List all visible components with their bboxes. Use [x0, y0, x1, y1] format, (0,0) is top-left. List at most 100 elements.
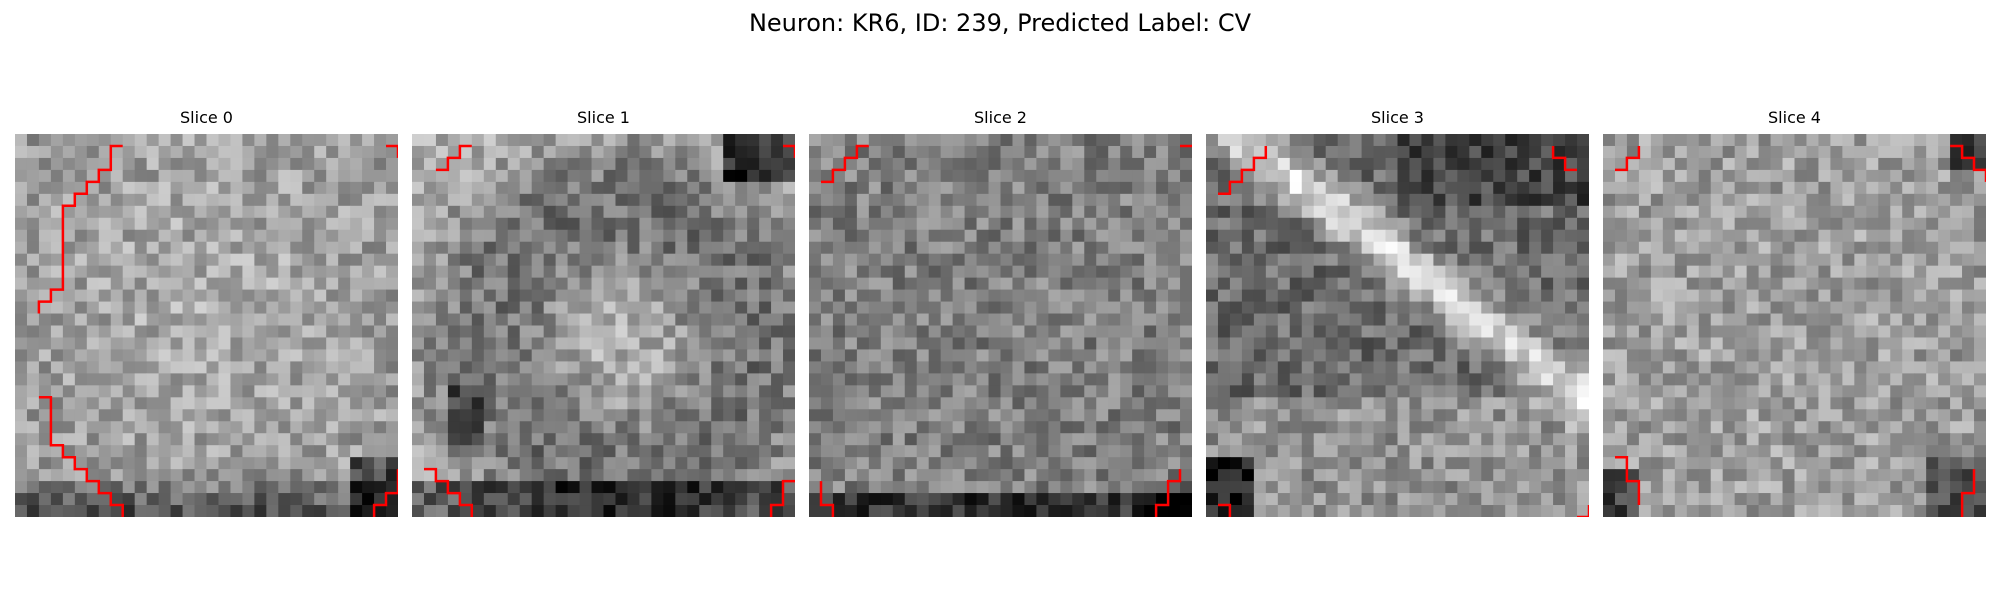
pixel-cell: [567, 241, 580, 255]
pixel-cell: [110, 337, 124, 350]
pixel-cell: [1493, 313, 1506, 326]
pixel-cell: [868, 253, 882, 267]
pixel-cell: [988, 385, 1001, 398]
pixel-cell: [603, 481, 616, 494]
pixel-cell: [1277, 301, 1291, 314]
pixel-cell: [1457, 433, 1470, 446]
pixel-cell: [1180, 373, 1192, 386]
pixel-cell: [1553, 157, 1566, 171]
pixel-cell: [1517, 469, 1530, 482]
pixel-cell: [1782, 134, 1795, 147]
pixel-cell: [1577, 337, 1589, 350]
pixel-cell: [1180, 361, 1192, 374]
pixel-cell: [86, 157, 100, 171]
pixel-cell: [1746, 337, 1759, 350]
pixel-cell: [1541, 205, 1554, 219]
pixel-cell: [1902, 385, 1915, 398]
pixel-cell: [591, 493, 604, 506]
pixel-cell: [362, 373, 375, 386]
pixel-cell: [1265, 134, 1279, 147]
pixel-cell: [1493, 361, 1506, 374]
pixel-cell: [435, 217, 449, 231]
pixel-cell: [940, 265, 954, 279]
pixel-cell: [1553, 445, 1566, 458]
pixel-cell: [1108, 157, 1121, 171]
pixel-cell: [615, 433, 628, 446]
pixel-cell: [904, 313, 918, 326]
pixel-cell: [1217, 313, 1231, 326]
pixel-cell: [1289, 397, 1303, 410]
pixel-cell: [940, 385, 954, 398]
pixel-cell: [326, 397, 339, 410]
pixel-cell: [230, 313, 243, 326]
pixel-cell: [182, 445, 195, 458]
pixel-cell: [122, 421, 136, 434]
pixel-cell: [1830, 205, 1843, 219]
pixel-cell: [266, 373, 279, 386]
pixel-cell: [940, 241, 954, 255]
pixel-cell: [146, 181, 160, 195]
pixel-cell: [1469, 373, 1482, 386]
pixel-cell: [86, 421, 100, 434]
pixel-cell: [1012, 409, 1025, 422]
pixel-cell: [711, 325, 724, 338]
pixel-cell: [1337, 157, 1351, 171]
pixel-cell: [1206, 337, 1219, 350]
pixel-cell: [1313, 493, 1327, 506]
pixel-cell: [1650, 169, 1664, 183]
pixel-cell: [146, 193, 160, 207]
pixel-cell: [1313, 373, 1327, 386]
pixel-cell: [627, 277, 640, 290]
pixel-cell: [1746, 157, 1759, 171]
pixel-cell: [459, 349, 473, 362]
pixel-cell: [567, 421, 580, 434]
pixel-cell: [122, 205, 136, 219]
pixel-cell: [603, 301, 616, 314]
pixel-cell: [567, 469, 580, 482]
pixel-cell: [1770, 337, 1783, 350]
pixel-cell: [1132, 313, 1145, 326]
pixel-cell: [1217, 145, 1231, 159]
pixel-cell: [988, 169, 1001, 183]
pixel-cell: [1950, 325, 1963, 338]
pixel-cell: [459, 325, 473, 338]
pixel-cell: [86, 241, 100, 255]
pixel-cell: [1710, 229, 1724, 243]
pixel-cell: [868, 289, 882, 302]
pixel-cell: [1000, 493, 1013, 506]
pixel-cell: [170, 409, 183, 422]
pixel-cell: [603, 229, 616, 243]
pixel-cell: [627, 505, 640, 517]
pixel-cell: [435, 169, 449, 183]
pixel-cell: [868, 433, 882, 446]
pixel-cell: [1012, 373, 1025, 386]
pixel-cell: [1626, 409, 1640, 422]
pixel-cell: [242, 481, 255, 494]
pixel-cell: [1072, 481, 1085, 494]
pixel-cell: [1445, 385, 1458, 398]
pixel-cell: [1253, 157, 1267, 171]
pixel-cell: [1902, 397, 1915, 410]
pixel-cell: [86, 253, 100, 267]
pixel-cell: [1650, 373, 1664, 386]
pixel-cell: [459, 457, 473, 470]
pixel-cell: [86, 193, 100, 207]
pixel-cell: [1505, 457, 1518, 470]
pixel-cell: [1481, 433, 1494, 446]
pixel-cell: [1024, 169, 1037, 183]
pixel-cell: [1553, 457, 1566, 470]
pixel-cell: [194, 361, 207, 374]
pixel-cell: [1505, 265, 1518, 279]
pixel-cell: [1577, 445, 1589, 458]
pixel-cell: [747, 229, 760, 243]
pixel-cell: [290, 169, 303, 183]
pixel-cell: [15, 493, 28, 506]
pixel-cell: [242, 134, 255, 147]
pixel-cell: [230, 409, 243, 422]
pixel-cell: [254, 193, 267, 207]
pixel-cell: [1397, 349, 1410, 362]
pixel-cell: [62, 313, 76, 326]
pixel-cell: [1902, 337, 1915, 350]
pixel-cell: [98, 337, 112, 350]
pixel-cell: [1217, 193, 1231, 207]
